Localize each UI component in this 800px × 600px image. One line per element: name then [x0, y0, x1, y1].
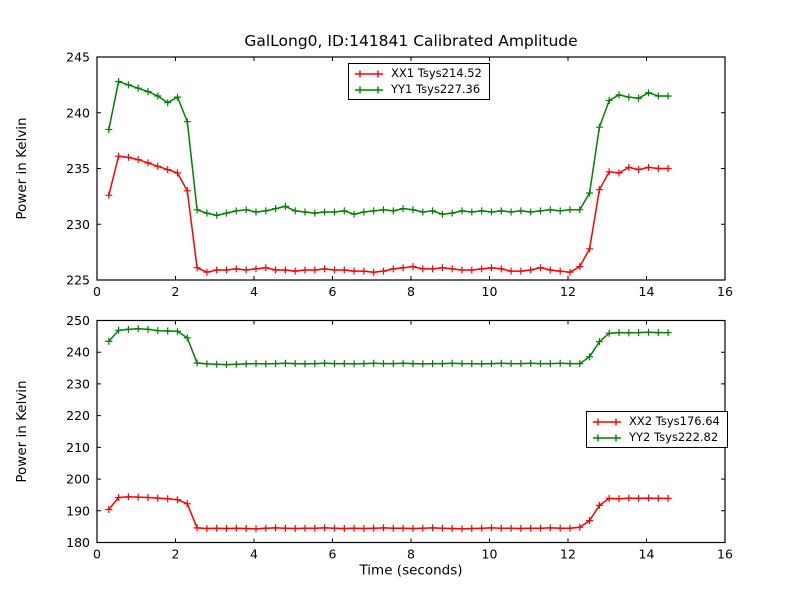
y-axis-label: Power in Kelvin	[14, 117, 30, 219]
yy2-markers	[105, 325, 672, 369]
legend-bottom: XX2 Tsys176.64 YY2 Tsys222.82	[586, 411, 728, 448]
legend-entry-xx1: XX1 Tsys214.52	[353, 66, 482, 81]
yy1-line	[108, 80, 669, 217]
x-tick-label: 16	[717, 284, 733, 299]
x-ticks	[96, 57, 726, 280]
xx1-line	[108, 155, 669, 273]
legend-line-sample-xx1	[355, 70, 383, 77]
y-tick-label: 240	[66, 105, 90, 120]
x-tick-label: 8	[407, 284, 415, 299]
y-tick-label: 235	[66, 161, 90, 176]
x-tick-label: 14	[639, 284, 655, 299]
x-tick-label: 0	[93, 547, 101, 562]
x-tick-label: 6	[329, 284, 337, 299]
x-tick-label: 10	[482, 284, 498, 299]
x-tick-label: 4	[250, 284, 258, 299]
y-tick-label: 200	[66, 472, 90, 487]
x-tick-label: 14	[639, 547, 655, 562]
x-tick-label: 10	[482, 547, 498, 562]
legend-label-xx1: XX1 Tsys214.52	[391, 66, 482, 80]
x-tick-label: 2	[172, 547, 180, 562]
y-tick-label: 230	[66, 217, 90, 232]
legend-label-yy1: YY1 Tsys227.36	[391, 82, 481, 96]
x-tick-label: 4	[250, 547, 258, 562]
legend-entry-yy1: YY1 Tsys227.36	[353, 82, 482, 97]
legend-label-yy2: YY2 Tsys222.82	[629, 430, 719, 444]
y-axis-label: Power in Kelvin	[14, 380, 30, 482]
x-tick-label: 16	[717, 547, 733, 562]
yy1-markers	[105, 78, 672, 219]
y-tick-label: 225	[66, 273, 90, 288]
x-tick-label: 12	[560, 547, 576, 562]
x-tick-label: 12	[560, 284, 576, 299]
legend-entry-yy2: YY2 Tsys222.82	[591, 430, 720, 445]
legend-line-sample-yy1	[355, 86, 383, 93]
x-tick-label: 0	[93, 284, 101, 299]
xx2-markers	[105, 493, 672, 533]
yy2-line	[108, 327, 669, 366]
legend-top: XX1 Tsys214.52 YY1 Tsys227.36	[348, 63, 490, 100]
chart-title: GalLong0, ID:141841 Calibrated Amplitude	[244, 32, 578, 50]
x-axis-label: Time (seconds)	[358, 563, 462, 579]
subplot-top: 0 2 4 6 8 10 12 14 16 225 230 235 240 245 Power in Kel…	[14, 50, 733, 300]
x-tick-label: 8	[407, 547, 415, 562]
y-tick-label: 230	[66, 376, 90, 391]
y-tick-label: 250	[66, 313, 90, 328]
subplot-bottom: 0 2 4 6 8 10 12 14 16 180 190 200 210 220 230 240 250 Pow…	[14, 313, 733, 579]
xx2-line	[108, 496, 669, 530]
legend-entry-xx2: XX2 Tsys176.64	[591, 414, 720, 429]
y-tick-label: 210	[66, 440, 90, 455]
y-tick-label: 220	[66, 408, 90, 423]
y-tick-label: 240	[66, 345, 90, 360]
legend-line-sample-xx2	[593, 418, 621, 425]
legend-label-xx2: XX2 Tsys176.64	[629, 414, 720, 428]
y-tick-label: 245	[66, 50, 90, 65]
x-tick-label: 2	[172, 284, 180, 299]
x-ticks	[96, 320, 726, 543]
y-tick-label: 190	[66, 503, 90, 518]
y-tick-label: 180	[66, 535, 90, 550]
xx1-markers	[105, 152, 672, 276]
legend-line-sample-yy2	[593, 434, 621, 441]
x-tick-label: 6	[329, 547, 337, 562]
y-ticks	[97, 56, 725, 281]
